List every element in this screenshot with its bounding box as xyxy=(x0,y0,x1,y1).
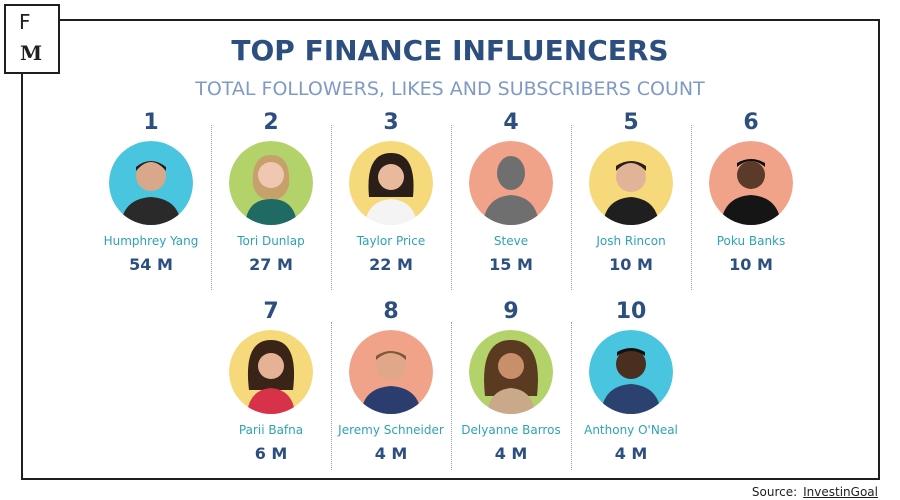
fm-logo: F M xyxy=(4,4,60,74)
influencer-name: Tori Dunlap xyxy=(237,234,305,248)
person-silhouette-icon xyxy=(349,330,433,414)
person-silhouette-icon xyxy=(349,141,433,225)
person-silhouette-icon xyxy=(229,330,313,414)
influencer-count: 22 M xyxy=(369,255,413,274)
influencer-name: Humphrey Yang xyxy=(103,234,199,248)
influencer-card: 9 Delyanne Barros 4 M xyxy=(451,300,571,470)
influencer-avatar xyxy=(349,141,433,225)
influencer-rank: 1 xyxy=(143,110,159,135)
influencer-avatar xyxy=(469,141,553,225)
influencer-card: 8 Jeremy Schneider 4 M xyxy=(331,300,451,470)
column-divider xyxy=(571,322,572,470)
influencer-rank: 7 xyxy=(263,299,279,324)
person-silhouette-icon xyxy=(469,330,553,414)
influencer-name: Josh Rincon xyxy=(596,234,666,248)
influencer-avatar xyxy=(109,141,193,225)
page-subtitle: TOTAL FOLLOWERS, LIKES AND SUBSCRIBERS C… xyxy=(195,78,705,100)
influencer-avatar xyxy=(589,330,673,414)
influencer-card: 1 Humphrey Yang 54 M xyxy=(91,111,211,281)
column-divider xyxy=(451,322,452,470)
source-attribution: Source: InvestinGoal xyxy=(752,484,878,500)
influencer-name: Parii Bafna xyxy=(238,423,304,437)
influencer-rank: 10 xyxy=(615,299,647,324)
influencer-rank: 8 xyxy=(383,299,399,324)
influencer-name: Jeremy Schneider xyxy=(338,423,444,437)
influencer-name: Delyanne Barros xyxy=(461,423,561,437)
person-silhouette-icon xyxy=(229,141,313,225)
influencer-card: 2 Tori Dunlap 27 M xyxy=(211,111,331,281)
influencer-count: 10 M xyxy=(729,255,773,274)
person-silhouette-icon xyxy=(589,330,673,414)
column-divider xyxy=(331,125,332,290)
column-divider xyxy=(571,125,572,290)
influencer-rank: 9 xyxy=(503,299,519,324)
influencer-avatar xyxy=(349,330,433,414)
page-title: TOP FINANCE INFLUENCERS xyxy=(231,34,669,67)
influencer-rank: 2 xyxy=(263,110,279,135)
influencer-avatar xyxy=(589,141,673,225)
influencer-avatar xyxy=(229,141,313,225)
influencer-name: Steve xyxy=(493,234,529,248)
influencer-rank: 5 xyxy=(623,110,639,135)
column-divider xyxy=(331,322,332,470)
influencer-count: 4 M xyxy=(494,444,528,463)
person-silhouette-icon xyxy=(709,141,793,225)
infographic-frame xyxy=(21,19,880,480)
influencer-rank: 6 xyxy=(743,110,759,135)
logo-letter-m: M xyxy=(20,41,43,65)
person-silhouette-icon xyxy=(109,141,193,225)
influencer-avatar xyxy=(469,330,553,414)
influencer-count: 4 M xyxy=(614,444,648,463)
source-link[interactable]: InvestinGoal xyxy=(803,485,878,499)
influencer-card: 4 Steve 15 M xyxy=(451,111,571,281)
influencer-count: 10 M xyxy=(609,255,653,274)
source-label: Source: xyxy=(751,485,798,499)
influencer-avatar xyxy=(709,141,793,225)
influencer-card: 5 Josh Rincon 10 M xyxy=(571,111,691,281)
influencer-name: Taylor Price xyxy=(356,234,426,248)
influencer-count: 27 M xyxy=(249,255,293,274)
influencer-card: 3 Taylor Price 22 M xyxy=(331,111,451,281)
influencer-card: 6 Poku Banks 10 M xyxy=(691,111,811,281)
influencer-card: 7 Parii Bafna 6 M xyxy=(211,300,331,470)
influencer-rank: 3 xyxy=(383,110,399,135)
influencer-count: 54 M xyxy=(129,255,173,274)
influencer-count: 6 M xyxy=(254,444,288,463)
person-silhouette-icon xyxy=(589,141,673,225)
influencer-count: 4 M xyxy=(374,444,408,463)
influencer-avatar xyxy=(229,330,313,414)
influencer-count: 15 M xyxy=(489,255,533,274)
influencer-rank: 4 xyxy=(503,110,519,135)
logo-letter-f: F xyxy=(19,10,31,34)
column-divider xyxy=(451,125,452,290)
influencer-name: Anthony O'Neal xyxy=(584,423,678,437)
influencer-card: 10 Anthony O'Neal 4 M xyxy=(571,300,691,470)
column-divider xyxy=(691,125,692,290)
person-silhouette-icon xyxy=(469,141,553,225)
column-divider xyxy=(211,125,212,290)
influencer-name: Poku Banks xyxy=(716,234,786,248)
